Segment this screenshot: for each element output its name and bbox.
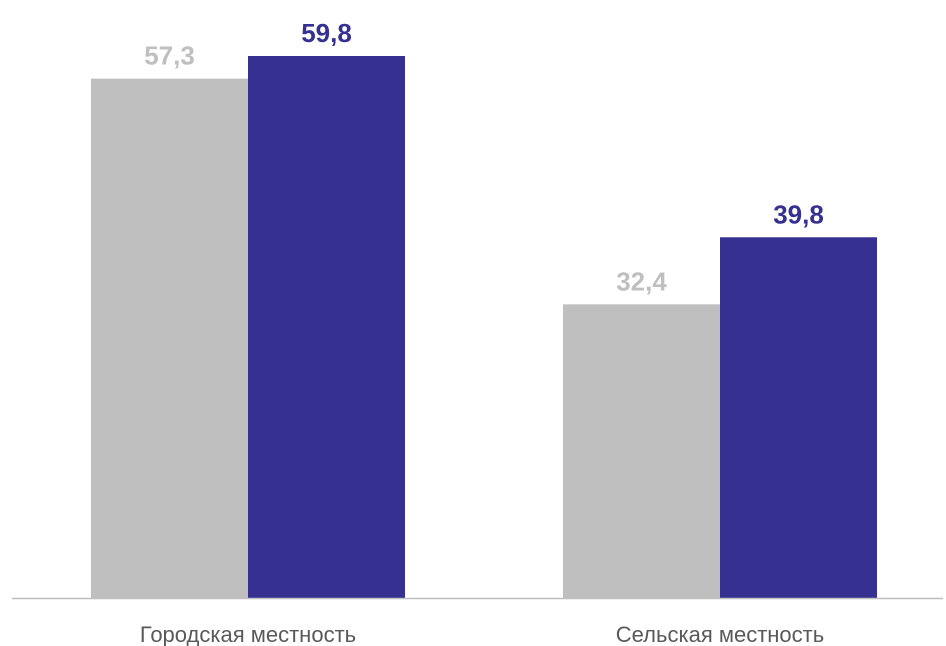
bar-0-series-1: [248, 56, 405, 598]
bar-1-series-0: [563, 304, 720, 598]
value-labels-group: 57,3 59,8 32,4 39,8: [144, 18, 824, 296]
bar-1-series-1: [720, 237, 877, 598]
data-label-0-series-1: 59,8: [301, 18, 352, 48]
x-tick-labels-group: Городская местность Сельская местность: [140, 622, 824, 646]
x-tick-label-1: Сельская местность: [616, 622, 824, 646]
data-label-1-series-1: 39,8: [773, 199, 824, 229]
data-label-0-series-0: 57,3: [144, 41, 195, 71]
bars-group: [91, 56, 877, 598]
data-label-1-series-0: 32,4: [616, 266, 667, 296]
x-tick-label-0: Городская местность: [140, 622, 356, 646]
bar-0-series-0: [91, 78, 248, 598]
